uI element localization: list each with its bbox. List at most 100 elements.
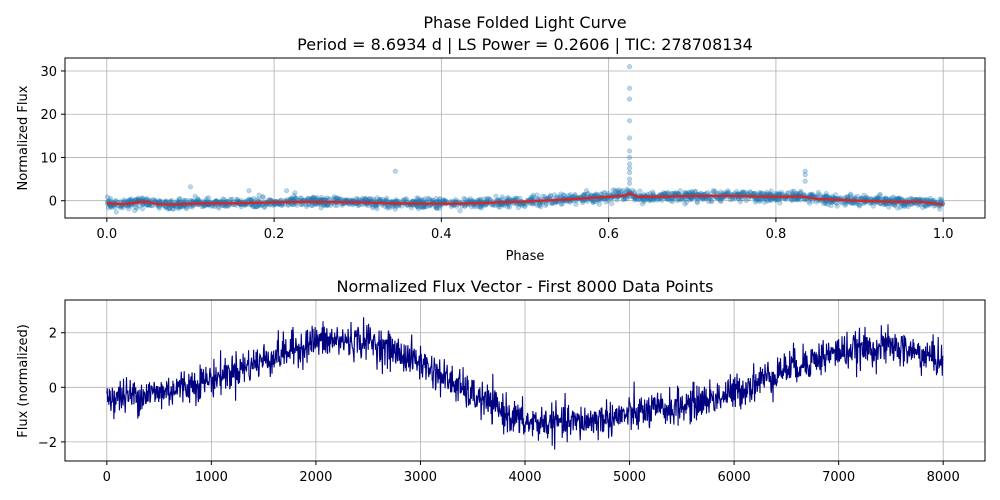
data-point xyxy=(756,198,763,205)
data-point xyxy=(901,203,908,209)
data-point xyxy=(204,196,210,202)
data-point xyxy=(228,196,234,203)
data-point xyxy=(727,196,733,203)
data-point xyxy=(614,197,620,203)
data-point xyxy=(590,199,596,205)
data-point xyxy=(641,199,647,205)
data-point xyxy=(507,204,513,210)
data-point xyxy=(152,197,158,203)
data-point xyxy=(894,205,900,211)
data-point xyxy=(246,196,252,202)
data-point xyxy=(420,197,426,203)
data-point xyxy=(113,209,119,215)
data-point xyxy=(692,189,698,195)
outlier-point xyxy=(626,161,633,167)
data-point xyxy=(250,203,256,210)
grid xyxy=(65,300,985,461)
outlier-point xyxy=(626,180,633,186)
data-point xyxy=(650,189,656,195)
data-point xyxy=(194,195,201,202)
data-point xyxy=(710,188,716,194)
data-point xyxy=(529,194,535,200)
data-point xyxy=(743,197,749,204)
data-point xyxy=(370,205,376,211)
data-point xyxy=(229,196,235,202)
data-point xyxy=(886,204,892,210)
data-point xyxy=(938,197,945,203)
data-point xyxy=(823,200,829,206)
data-point xyxy=(624,186,630,192)
data-point xyxy=(747,189,753,195)
data-point xyxy=(896,195,902,201)
data-point xyxy=(540,193,546,199)
data-point xyxy=(260,194,266,200)
data-point xyxy=(857,202,863,208)
data-point xyxy=(139,195,145,201)
data-point xyxy=(134,205,140,211)
data-point xyxy=(874,195,880,201)
data-point xyxy=(798,188,804,194)
outlier-point xyxy=(392,168,398,174)
x-tick-label: 0.6 xyxy=(598,227,619,242)
data-point xyxy=(581,192,587,198)
data-point xyxy=(683,199,689,205)
data-point xyxy=(805,198,812,204)
data-point xyxy=(548,192,554,198)
data-point xyxy=(304,203,310,209)
data-point xyxy=(401,197,407,203)
data-point xyxy=(493,193,499,199)
data-point xyxy=(852,194,858,200)
data-point xyxy=(834,203,840,209)
data-point xyxy=(711,189,717,195)
data-point xyxy=(591,198,597,204)
data-point xyxy=(757,197,763,203)
chart-title: Phase Folded Light Curve xyxy=(423,13,626,32)
data-point xyxy=(773,197,779,203)
data-point xyxy=(354,195,360,202)
outlier-point xyxy=(626,64,633,70)
outlier-point xyxy=(802,172,808,178)
data-point xyxy=(748,190,754,196)
data-point xyxy=(650,197,656,203)
data-point xyxy=(673,190,679,196)
data-point xyxy=(504,204,511,210)
data-point xyxy=(694,200,700,206)
data-point xyxy=(537,202,543,208)
data-point xyxy=(561,192,567,198)
data-point xyxy=(256,192,262,198)
data-point xyxy=(609,200,615,207)
x-tick-label: 0 xyxy=(103,470,111,485)
data-point xyxy=(311,195,317,201)
data-point xyxy=(478,205,484,211)
y-axis-label: Flux (normalized) xyxy=(16,324,31,438)
data-point xyxy=(404,197,410,203)
data-point xyxy=(430,197,436,203)
data-point xyxy=(905,204,911,210)
data-point xyxy=(294,202,300,208)
data-point xyxy=(109,204,115,210)
data-point xyxy=(765,197,771,203)
data-point xyxy=(251,195,257,202)
data-point xyxy=(177,196,183,202)
data-point xyxy=(763,189,770,196)
data-point xyxy=(515,205,522,211)
outlier-point xyxy=(626,85,633,91)
data-point xyxy=(789,197,795,203)
data-point xyxy=(166,206,172,212)
data-point xyxy=(855,194,861,200)
data-point xyxy=(646,198,653,204)
data-point xyxy=(324,195,330,201)
x-tick-label: 6000 xyxy=(718,470,751,485)
x-tick-label: 3000 xyxy=(404,470,437,485)
data-point xyxy=(174,198,180,204)
data-point xyxy=(222,203,228,209)
data-point xyxy=(120,205,126,211)
data-point xyxy=(779,190,785,196)
x-tick-label: 1000 xyxy=(195,470,228,485)
data-point xyxy=(362,196,368,202)
data-point xyxy=(310,194,316,200)
data-point xyxy=(618,188,624,195)
data-point xyxy=(477,196,483,203)
data-point xyxy=(689,188,695,194)
